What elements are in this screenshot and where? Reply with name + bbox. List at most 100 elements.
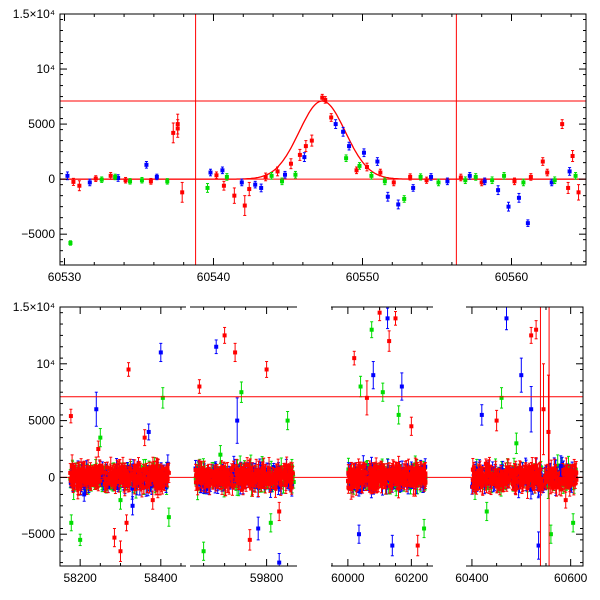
data-point bbox=[68, 477, 73, 482]
data-point bbox=[207, 483, 212, 488]
data-point bbox=[506, 204, 511, 209]
data-point bbox=[132, 477, 137, 482]
data-point bbox=[302, 155, 307, 160]
data-point bbox=[81, 468, 86, 473]
data-point bbox=[490, 178, 495, 183]
data-point bbox=[253, 476, 258, 481]
data-point bbox=[136, 461, 141, 466]
data-point bbox=[213, 470, 218, 475]
data-point bbox=[244, 476, 249, 481]
data-point bbox=[436, 180, 441, 185]
data-point bbox=[516, 195, 521, 200]
data-point bbox=[133, 467, 138, 472]
data-point bbox=[270, 477, 275, 482]
data-point bbox=[521, 180, 526, 185]
data-point bbox=[239, 478, 244, 483]
data-point bbox=[424, 178, 429, 183]
data-point bbox=[82, 470, 87, 475]
data-point bbox=[141, 468, 146, 473]
data-point bbox=[151, 465, 156, 470]
data-point bbox=[255, 471, 260, 476]
data-point bbox=[244, 480, 249, 485]
data-point bbox=[418, 174, 423, 179]
data-point bbox=[250, 483, 255, 488]
data-point bbox=[159, 481, 164, 486]
data-point bbox=[84, 478, 89, 483]
data-point bbox=[205, 472, 210, 477]
data-point bbox=[204, 477, 209, 482]
data-point bbox=[576, 190, 581, 195]
data-point bbox=[89, 477, 94, 482]
data-point bbox=[243, 469, 248, 474]
data-point bbox=[171, 130, 176, 135]
data-point bbox=[223, 484, 228, 489]
y-tick-label: 5000 bbox=[28, 117, 55, 131]
data-point bbox=[429, 174, 434, 179]
data-point bbox=[253, 182, 258, 187]
data-point bbox=[144, 466, 149, 471]
data-point bbox=[283, 476, 288, 481]
data-point bbox=[149, 465, 154, 470]
data-point bbox=[545, 170, 550, 175]
data-point bbox=[105, 481, 110, 486]
data-point bbox=[218, 472, 223, 477]
plot-area bbox=[60, 307, 583, 566]
data-point bbox=[113, 473, 118, 478]
data-point bbox=[528, 174, 533, 179]
data-point bbox=[146, 480, 151, 485]
data-point bbox=[288, 161, 293, 166]
data-point bbox=[247, 187, 252, 192]
data-point bbox=[151, 473, 156, 478]
data-point bbox=[224, 477, 229, 482]
top-panel: −5000 0 5000 10⁴ 1.5×10⁴ 60530 60540 60550 60560 bbox=[13, 7, 587, 284]
data-point bbox=[128, 179, 133, 184]
data-point bbox=[573, 173, 578, 178]
data-point bbox=[215, 468, 220, 473]
data-point bbox=[354, 168, 359, 173]
x-tick-label: 60540 bbox=[197, 270, 231, 284]
data-point bbox=[137, 470, 142, 475]
data-point bbox=[71, 483, 76, 488]
data-point bbox=[229, 474, 234, 479]
data-point bbox=[110, 472, 115, 477]
data-point bbox=[152, 479, 157, 484]
data-point bbox=[68, 240, 73, 245]
data-point bbox=[245, 473, 250, 478]
data-point bbox=[164, 478, 169, 483]
plot-area bbox=[60, 14, 586, 265]
data-point bbox=[108, 466, 113, 471]
data-point bbox=[479, 180, 484, 185]
data-point bbox=[281, 472, 286, 477]
data-point bbox=[77, 183, 82, 188]
data-point bbox=[135, 465, 140, 470]
data-point bbox=[265, 473, 270, 478]
data-point bbox=[101, 470, 106, 475]
data-point bbox=[83, 474, 88, 479]
x-tick-label: 60560 bbox=[495, 270, 529, 284]
data-point bbox=[196, 473, 201, 478]
data-point bbox=[261, 473, 266, 478]
data-point bbox=[200, 472, 205, 477]
data-point bbox=[93, 469, 98, 474]
data-point bbox=[320, 95, 325, 100]
data-point bbox=[364, 165, 369, 170]
data-point bbox=[204, 487, 209, 492]
data-point bbox=[115, 470, 120, 475]
data-point bbox=[102, 481, 107, 486]
data-point bbox=[234, 471, 239, 476]
data-point bbox=[560, 122, 565, 127]
data-point bbox=[269, 173, 274, 178]
data-point bbox=[131, 474, 136, 479]
data-point bbox=[138, 477, 143, 482]
data-point bbox=[135, 474, 140, 479]
data-point bbox=[116, 176, 121, 181]
data-point bbox=[134, 470, 139, 475]
data-point bbox=[65, 173, 70, 178]
data-point bbox=[467, 173, 472, 178]
plot-frame bbox=[59, 13, 587, 266]
data-point bbox=[155, 482, 160, 487]
data-point bbox=[112, 469, 117, 474]
data-point bbox=[100, 466, 105, 471]
data-point bbox=[375, 159, 380, 164]
